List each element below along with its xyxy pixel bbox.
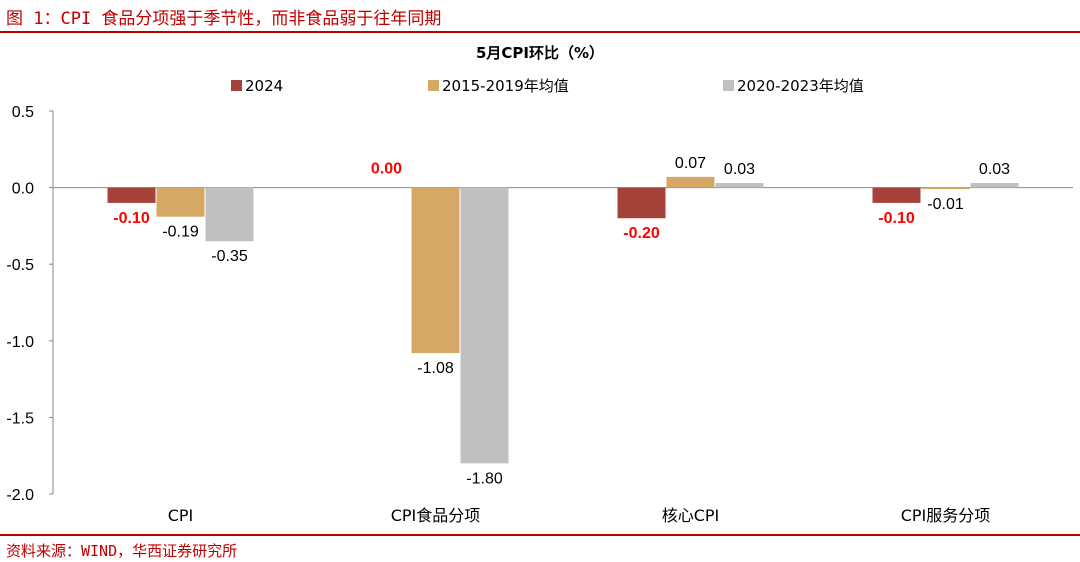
y-tick-label: -1.0 xyxy=(6,334,34,351)
bar-2-2 xyxy=(411,187,460,354)
data-label-3-4: 0.03 xyxy=(979,161,1010,178)
category-label-4: CPI服务分项 xyxy=(901,506,991,525)
data-label-1-3: -0.20 xyxy=(623,225,660,242)
category-label-3: 核心CPI xyxy=(662,506,720,525)
category-label-2: CPI食品分项 xyxy=(391,506,481,525)
data-label-1-1: -0.10 xyxy=(113,210,150,227)
legend-label-3: 2020-2023年均值 xyxy=(737,77,864,95)
bar-1-1 xyxy=(107,187,156,203)
category-label-1: CPI xyxy=(168,506,194,525)
legend-swatch-1 xyxy=(231,80,242,91)
source-note: 资料来源：WIND，华西证券研究所 xyxy=(6,542,238,560)
bar-3-1 xyxy=(205,187,254,242)
figure-title: 图 1：CPI 食品分项强于季节性，而非食品弱于往年同期 xyxy=(6,9,442,29)
data-label-3-2: -1.80 xyxy=(466,470,503,487)
data-label-1-2: 0.00 xyxy=(371,161,402,178)
bar-3-2 xyxy=(460,187,509,464)
data-label-2-2: -1.08 xyxy=(417,360,454,377)
data-label-2-1: -0.19 xyxy=(162,224,199,241)
legend-label-2: 2015-2019年均值 xyxy=(442,77,569,95)
bar-2-3 xyxy=(666,176,715,188)
bar-3-4 xyxy=(970,183,1019,188)
chart-title: 5月CPI环比（%） xyxy=(476,44,604,62)
bar-1-4 xyxy=(872,187,921,203)
data-label-1-4: -0.10 xyxy=(878,210,915,227)
data-label-3-1: -0.35 xyxy=(211,248,248,265)
y-tick-label: -0.5 xyxy=(6,257,34,274)
legend-swatch-3 xyxy=(723,80,734,91)
bar-3-3 xyxy=(715,183,764,188)
bar-2-4 xyxy=(921,187,970,190)
y-tick-label: -1.5 xyxy=(6,410,34,427)
data-label-2-4: -0.01 xyxy=(927,196,964,213)
data-label-3-3: 0.03 xyxy=(724,161,755,178)
legend-swatch-2 xyxy=(428,80,439,91)
y-tick-label: 0.5 xyxy=(12,104,34,121)
bottom-divider xyxy=(0,534,1080,536)
bar-2-1 xyxy=(156,187,205,217)
bar-1-3 xyxy=(617,187,666,219)
y-tick-label: -2.0 xyxy=(6,487,34,504)
bar-chart: 5月CPI环比（%） 2024 2015-2019年均值 2020-2023年均值 0.… xyxy=(6,44,1073,525)
data-label-2-3: 0.07 xyxy=(675,155,706,172)
top-divider xyxy=(0,31,1080,33)
y-tick-label: 0.0 xyxy=(12,181,34,198)
legend-label-1: 2024 xyxy=(245,77,283,95)
